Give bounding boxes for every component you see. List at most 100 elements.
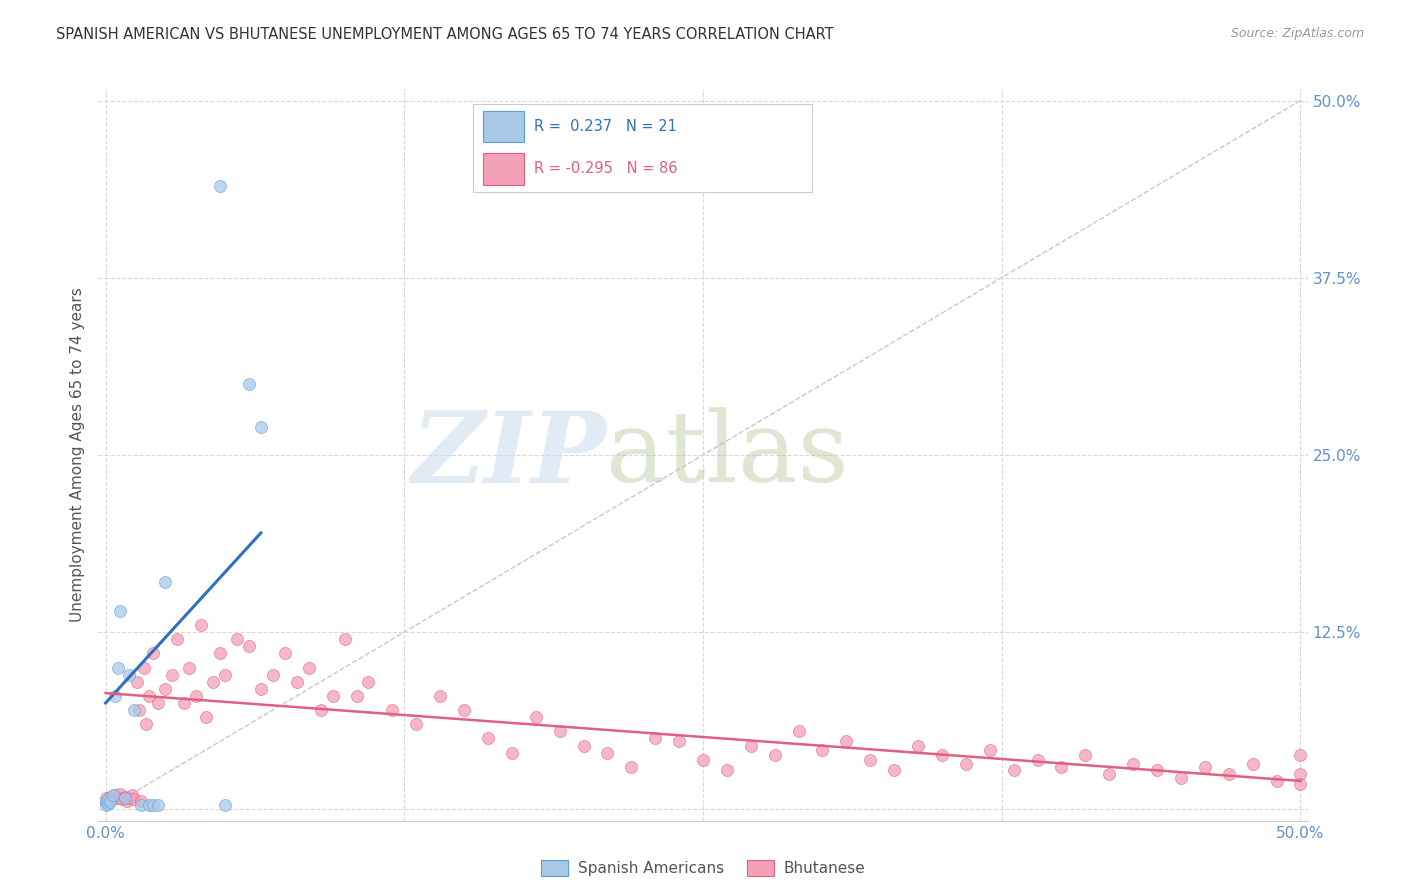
Point xyxy=(142,798,165,813)
Point xyxy=(309,703,332,717)
Point xyxy=(620,760,643,774)
Point xyxy=(405,717,427,731)
Point xyxy=(955,756,977,771)
Point xyxy=(104,689,127,703)
Point xyxy=(1002,763,1025,777)
Point xyxy=(94,794,117,808)
Point xyxy=(250,419,273,434)
Point xyxy=(1050,760,1073,774)
Point xyxy=(111,792,134,806)
Point xyxy=(131,798,153,813)
Point xyxy=(226,632,249,647)
Point xyxy=(118,791,141,805)
Point xyxy=(97,792,120,806)
Point xyxy=(548,724,571,739)
Point xyxy=(118,667,141,681)
Point xyxy=(155,575,177,590)
Point xyxy=(298,660,321,674)
Point xyxy=(250,681,273,696)
Point xyxy=(524,710,547,724)
Point xyxy=(101,788,124,802)
Point xyxy=(162,667,184,681)
Point xyxy=(131,794,153,808)
Point xyxy=(931,748,953,763)
Point xyxy=(453,703,475,717)
Point xyxy=(429,689,451,703)
Point xyxy=(214,667,236,681)
Point xyxy=(238,377,260,392)
Point xyxy=(787,724,810,739)
Point xyxy=(835,734,858,748)
Text: Source: ZipAtlas.com: Source: ZipAtlas.com xyxy=(1230,27,1364,40)
Point xyxy=(115,794,138,808)
Point xyxy=(214,798,236,813)
Point xyxy=(98,795,121,809)
Point xyxy=(108,604,131,618)
Point xyxy=(94,795,117,809)
Text: atlas: atlas xyxy=(606,407,849,503)
Point xyxy=(1289,748,1312,763)
Text: ZIP: ZIP xyxy=(412,407,606,503)
Point xyxy=(94,791,117,805)
Point xyxy=(262,667,284,681)
Point xyxy=(186,689,208,703)
Point xyxy=(357,674,380,689)
Point xyxy=(135,717,157,731)
Point xyxy=(98,789,121,804)
Point xyxy=(1289,777,1312,791)
Point xyxy=(202,674,225,689)
Point xyxy=(97,797,120,811)
Point xyxy=(108,787,131,801)
Point xyxy=(128,703,150,717)
Point xyxy=(381,703,404,717)
Point xyxy=(1122,756,1144,771)
Point xyxy=(668,734,690,748)
Point xyxy=(883,763,905,777)
Point xyxy=(209,646,232,660)
Point xyxy=(155,681,177,696)
Point xyxy=(122,792,145,806)
Point xyxy=(477,731,499,746)
Point xyxy=(596,746,619,760)
Point xyxy=(101,792,124,806)
Point xyxy=(121,788,143,802)
Point xyxy=(572,739,595,753)
Point xyxy=(97,794,120,808)
Point xyxy=(107,791,129,805)
Point xyxy=(179,660,201,674)
Point xyxy=(238,640,260,654)
Point xyxy=(1265,774,1288,789)
Point xyxy=(763,748,786,763)
Point xyxy=(166,632,188,647)
Point xyxy=(979,743,1001,757)
Point xyxy=(501,746,523,760)
Point xyxy=(692,753,714,767)
Point xyxy=(1146,763,1168,777)
Point xyxy=(740,739,762,753)
Point xyxy=(125,674,148,689)
Point xyxy=(132,660,155,674)
Y-axis label: Unemployment Among Ages 65 to 74 years: Unemployment Among Ages 65 to 74 years xyxy=(69,287,84,623)
Point xyxy=(194,710,217,724)
Point xyxy=(104,788,127,802)
Point xyxy=(716,763,738,777)
Point xyxy=(333,632,356,647)
Point xyxy=(1194,760,1216,774)
Text: SPANISH AMERICAN VS BHUTANESE UNEMPLOYMENT AMONG AGES 65 TO 74 YEARS CORRELATION: SPANISH AMERICAN VS BHUTANESE UNEMPLOYME… xyxy=(56,27,834,42)
Point xyxy=(138,689,160,703)
Point xyxy=(1289,767,1312,781)
Point xyxy=(146,696,169,710)
Point xyxy=(1170,771,1192,785)
Point xyxy=(107,660,129,674)
Point xyxy=(173,696,195,710)
Point xyxy=(114,789,136,804)
Point xyxy=(1098,767,1121,781)
Point xyxy=(859,753,882,767)
Point xyxy=(1241,756,1264,771)
Point xyxy=(644,731,666,746)
Point xyxy=(1074,748,1097,763)
Point xyxy=(209,178,232,193)
Point xyxy=(907,739,929,753)
Point xyxy=(138,798,160,813)
Point xyxy=(346,689,368,703)
